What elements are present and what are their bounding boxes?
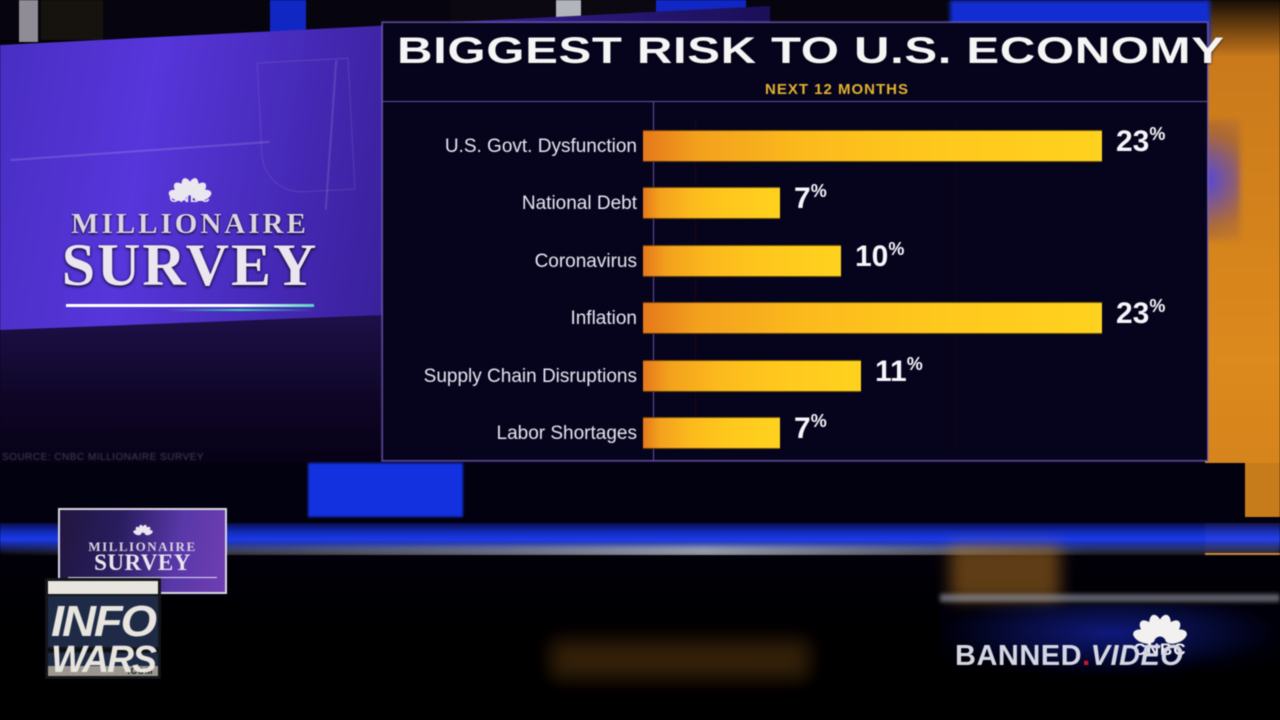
svg-text:WARS: WARS [51,639,157,679]
svg-text:CNBC: CNBC [169,190,211,205]
